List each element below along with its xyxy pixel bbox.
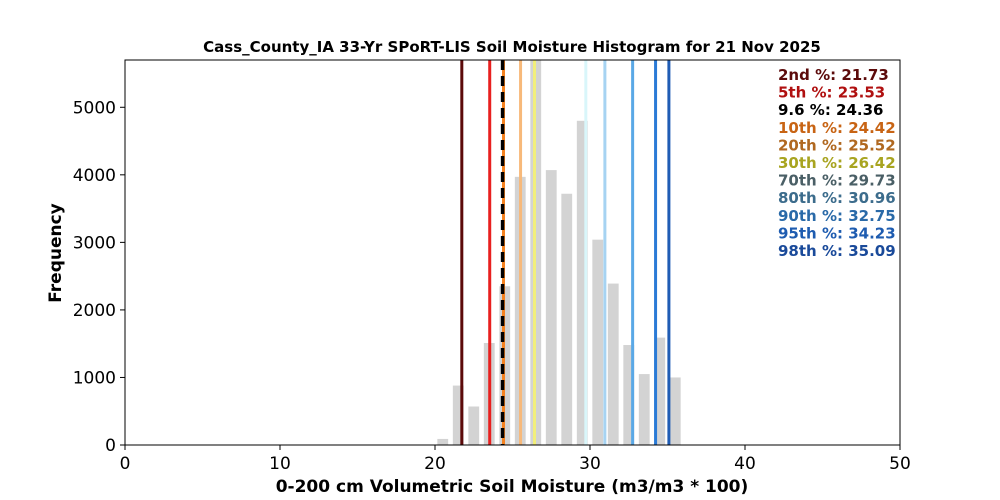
legend-entry-8: 90th %: 32.75 — [778, 207, 896, 225]
y-axis-label: Frequency — [46, 203, 66, 303]
histogram-bar-0 — [437, 438, 449, 445]
legend-entry-3: 10th %: 24.42 — [778, 119, 896, 137]
x-tick-label-3: 30 — [579, 454, 601, 474]
y-tick-label-2: 2000 — [73, 301, 116, 321]
plot-frame — [124, 59, 901, 446]
histogram-bar-12 — [623, 345, 635, 445]
legend-entry-2: 9.6 %: 24.36 — [778, 101, 884, 119]
legend-entry-4: 20th %: 25.52 — [778, 136, 896, 154]
y-tick-label-4: 4000 — [73, 166, 116, 186]
legend-entry-1: 5th %: 23.53 — [778, 84, 885, 102]
histogram-bar-10 — [592, 239, 604, 445]
histogram-bar-15 — [669, 377, 681, 445]
bars-group — [437, 60, 681, 445]
percentile-lines-group — [460, 60, 671, 445]
x-tick-label-2: 20 — [424, 454, 446, 474]
histogram-bar-8 — [561, 193, 573, 445]
y-tick-label-1: 1000 — [73, 368, 116, 388]
x-tick-label-5: 50 — [889, 454, 911, 474]
x-tick-label-4: 40 — [734, 454, 756, 474]
chart-title: Cass_County_IA 33-Yr SPoRT-LIS Soil Mois… — [203, 38, 821, 56]
histogram-bar-13 — [638, 374, 650, 445]
histogram-bar-1 — [452, 385, 464, 445]
legend-entry-9: 95th %: 34.23 — [778, 224, 896, 242]
x-tick-label-0: 0 — [120, 454, 131, 474]
histogram-bar-2 — [468, 406, 480, 445]
histogram-bar-7 — [545, 170, 557, 445]
y-tick-label-0: 0 — [105, 436, 116, 456]
y-tick-label-5: 5000 — [73, 98, 116, 118]
histogram-bar-11 — [607, 283, 619, 445]
legend-entry-5: 30th %: 26.42 — [778, 154, 896, 172]
legend-entry-10: 98th %: 35.09 — [778, 242, 896, 260]
x-axis-label: 0-200 cm Volumetric Soil Moisture (m3/m3… — [276, 477, 749, 497]
y-tick-label-3: 3000 — [73, 233, 116, 253]
legend-entry-6: 70th %: 29.73 — [778, 172, 896, 190]
x-axis-ticks: 0 10 20 30 40 50 — [120, 445, 911, 474]
legend-entry-7: 80th %: 30.96 — [778, 189, 896, 207]
histogram-bar-14 — [654, 337, 666, 445]
legend-entry-0: 2nd %: 21.73 — [778, 66, 889, 84]
histogram-bar-9 — [576, 120, 588, 445]
y-axis-ticks: 0 1000 2000 3000 4000 5000 — [73, 98, 125, 456]
x-tick-label-1: 10 — [269, 454, 291, 474]
